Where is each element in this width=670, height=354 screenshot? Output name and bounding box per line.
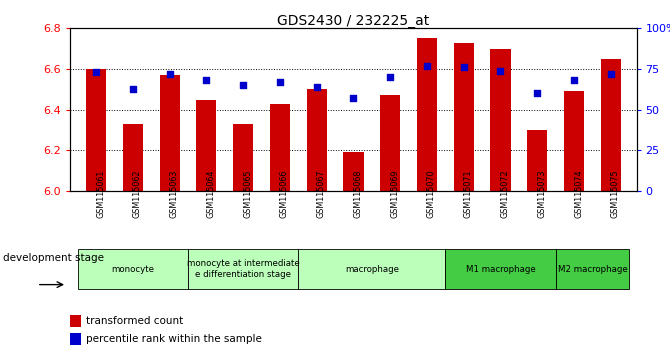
Point bbox=[90, 69, 101, 75]
Bar bbox=[446, 249, 555, 290]
Text: GSM115068: GSM115068 bbox=[354, 170, 362, 218]
Text: GSM115067: GSM115067 bbox=[317, 170, 326, 218]
Text: M1 macrophage: M1 macrophage bbox=[466, 264, 535, 274]
Text: GSM115073: GSM115073 bbox=[537, 170, 546, 218]
Bar bbox=[196, 99, 216, 191]
Text: GSM115071: GSM115071 bbox=[464, 170, 473, 218]
Bar bbox=[564, 91, 584, 191]
Point bbox=[385, 74, 395, 80]
Text: GSM115064: GSM115064 bbox=[206, 170, 215, 218]
Bar bbox=[70, 315, 80, 327]
Bar bbox=[70, 333, 80, 345]
Point bbox=[606, 71, 616, 77]
Text: GSM115072: GSM115072 bbox=[500, 170, 509, 218]
Text: development stage: development stage bbox=[3, 253, 105, 263]
Bar bbox=[78, 249, 188, 290]
Text: percentile rank within the sample: percentile rank within the sample bbox=[86, 334, 261, 344]
Bar bbox=[298, 249, 446, 290]
Bar bbox=[233, 124, 253, 191]
Point bbox=[164, 71, 175, 77]
Point bbox=[201, 78, 212, 83]
Point bbox=[312, 84, 322, 90]
Bar bbox=[188, 249, 298, 290]
Text: GSM115066: GSM115066 bbox=[280, 170, 289, 218]
Text: GSM115063: GSM115063 bbox=[170, 170, 179, 218]
Bar bbox=[270, 104, 290, 191]
Text: monocyte at intermediate
e differentiation stage: monocyte at intermediate e differentiati… bbox=[187, 259, 299, 279]
Point bbox=[127, 86, 138, 91]
Point bbox=[495, 68, 506, 74]
Text: GSM115075: GSM115075 bbox=[611, 170, 620, 218]
Bar bbox=[86, 69, 106, 191]
Text: transformed count: transformed count bbox=[86, 316, 183, 326]
Text: GSM115061: GSM115061 bbox=[96, 170, 105, 218]
Text: macrophage: macrophage bbox=[345, 264, 399, 274]
Point bbox=[421, 63, 432, 69]
Text: GDS2430 / 232225_at: GDS2430 / 232225_at bbox=[277, 14, 429, 28]
Bar bbox=[601, 59, 621, 191]
Point bbox=[532, 91, 543, 96]
Bar bbox=[417, 39, 437, 191]
Text: GSM115062: GSM115062 bbox=[133, 170, 142, 218]
Point bbox=[569, 78, 580, 83]
Text: GSM115069: GSM115069 bbox=[390, 170, 399, 218]
Point bbox=[275, 79, 285, 85]
Bar bbox=[555, 249, 629, 290]
Bar bbox=[527, 130, 547, 191]
Text: GSM115070: GSM115070 bbox=[427, 170, 436, 218]
Text: monocyte: monocyte bbox=[111, 264, 154, 274]
Text: GSM115074: GSM115074 bbox=[574, 170, 583, 218]
Point bbox=[238, 82, 249, 88]
Text: M2 macrophage: M2 macrophage bbox=[557, 264, 627, 274]
Bar bbox=[307, 90, 327, 191]
Bar bbox=[343, 153, 364, 191]
Bar bbox=[454, 42, 474, 191]
Bar bbox=[159, 75, 180, 191]
Point bbox=[348, 96, 359, 101]
Bar bbox=[123, 124, 143, 191]
Bar bbox=[490, 49, 511, 191]
Text: GSM115065: GSM115065 bbox=[243, 170, 252, 218]
Bar bbox=[380, 96, 400, 191]
Point bbox=[458, 64, 469, 70]
